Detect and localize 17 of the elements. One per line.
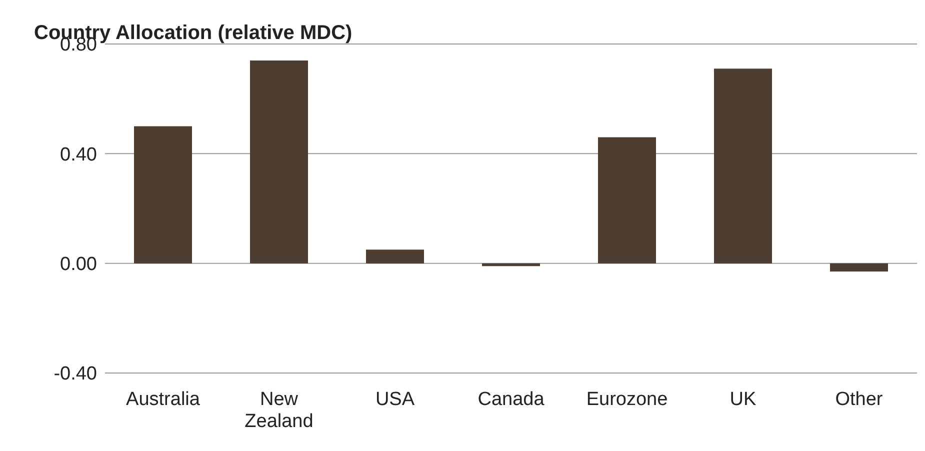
x-tick-label: Canada bbox=[478, 389, 545, 410]
bar bbox=[366, 250, 424, 264]
bar bbox=[830, 263, 888, 272]
y-tick-label: 0.40 bbox=[60, 144, 97, 166]
x-tick-label: Eurozone bbox=[586, 389, 668, 410]
bar bbox=[482, 263, 540, 266]
x-tick-label: New Zealand bbox=[244, 389, 314, 432]
bar bbox=[714, 68, 772, 264]
x-tick-label: UK bbox=[730, 389, 757, 410]
bar bbox=[250, 60, 308, 264]
x-tick-label: Other bbox=[835, 389, 884, 410]
x-tick-label: USA bbox=[375, 389, 415, 410]
y-tick-label: -0.40 bbox=[54, 364, 97, 385]
x-tick-label: Australia bbox=[126, 389, 200, 410]
bar bbox=[598, 137, 656, 264]
bar bbox=[134, 126, 192, 264]
y-tick-label: 0.00 bbox=[60, 254, 97, 276]
